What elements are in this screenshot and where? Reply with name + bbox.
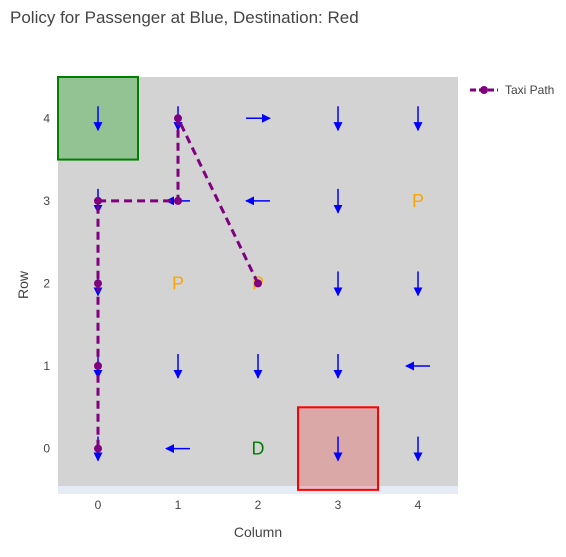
y-tick-label: 0 xyxy=(43,442,50,456)
taxi-path-point[interactable] xyxy=(174,114,182,123)
taxi-path-point[interactable] xyxy=(94,279,102,288)
taxi-path-point[interactable] xyxy=(254,279,262,288)
taxi-path-point[interactable] xyxy=(174,196,182,205)
zone-destination xyxy=(297,406,379,491)
legend-marker xyxy=(480,86,488,94)
taxi-path-point[interactable] xyxy=(94,362,102,371)
y-axis-title: Row xyxy=(15,270,31,299)
cell-label-p: P xyxy=(172,273,184,293)
y-tick-label: 4 xyxy=(43,111,50,125)
x-tick-label: 4 xyxy=(415,498,422,512)
plot-lower-band xyxy=(58,486,458,494)
cell-label-p: P xyxy=(412,191,424,211)
y-axis-ticks: 0 1 2 3 4 xyxy=(43,111,50,455)
legend-label-taxi-path: Taxi Path xyxy=(505,83,554,97)
x-tick-label: 1 xyxy=(175,498,182,512)
x-tick-label: 2 xyxy=(255,498,262,512)
y-tick-label: 3 xyxy=(43,194,50,208)
legend[interactable]: Taxi Path xyxy=(470,83,554,97)
x-axis-title: Column xyxy=(234,524,282,540)
taxi-path-point[interactable] xyxy=(94,196,102,205)
chart-title: Policy for Passenger at Blue, Destinatio… xyxy=(10,8,359,27)
x-axis-ticks: 0 1 2 3 4 xyxy=(95,498,422,512)
y-tick-label: 1 xyxy=(43,359,50,373)
taxi-path-point[interactable] xyxy=(94,444,102,453)
taxi-path-series xyxy=(94,114,262,453)
y-tick-label: 2 xyxy=(43,276,50,290)
x-tick-label: 3 xyxy=(335,498,342,512)
x-tick-label: 0 xyxy=(95,498,102,512)
cell-label-d: D xyxy=(252,439,265,459)
